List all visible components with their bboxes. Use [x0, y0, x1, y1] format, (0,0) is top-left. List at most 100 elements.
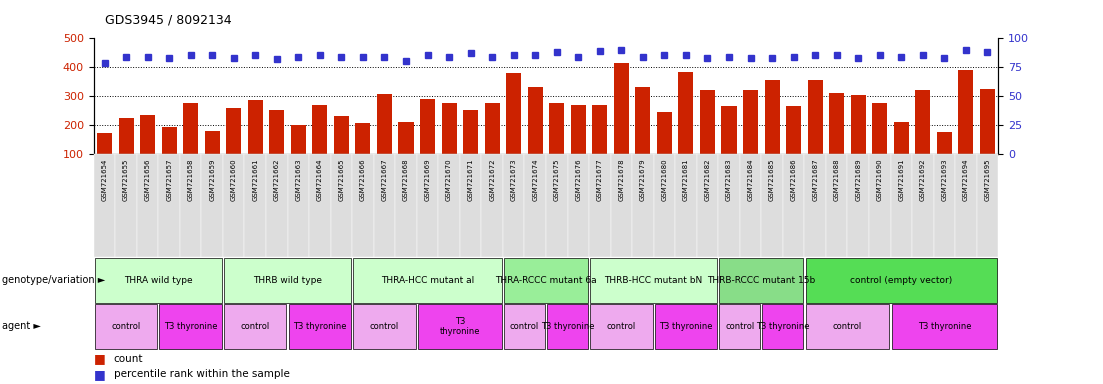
Bar — [291, 125, 306, 182]
Bar — [850, 94, 866, 182]
Text: GSM721684: GSM721684 — [748, 159, 753, 201]
FancyBboxPatch shape — [309, 154, 331, 257]
Bar — [527, 88, 543, 182]
FancyBboxPatch shape — [632, 154, 654, 257]
Text: GSM721656: GSM721656 — [144, 159, 151, 201]
FancyBboxPatch shape — [94, 154, 116, 257]
Bar — [97, 134, 113, 182]
Text: GDS3945 / 8092134: GDS3945 / 8092134 — [105, 14, 232, 27]
Bar — [700, 90, 715, 182]
Bar — [570, 105, 586, 182]
Text: GSM721660: GSM721660 — [231, 159, 237, 202]
Text: control: control — [833, 322, 863, 331]
Bar — [721, 106, 737, 182]
Text: T3 thyronine: T3 thyronine — [757, 322, 810, 331]
Text: GSM721670: GSM721670 — [446, 159, 452, 202]
Bar — [613, 63, 629, 182]
Text: GSM721678: GSM721678 — [619, 159, 624, 202]
Text: GSM721688: GSM721688 — [834, 159, 839, 202]
Text: THRB wild type: THRB wild type — [253, 276, 322, 285]
Text: genotype/variation ►: genotype/variation ► — [2, 275, 106, 285]
Text: GSM721675: GSM721675 — [554, 159, 559, 201]
Text: GSM721671: GSM721671 — [468, 159, 473, 202]
Bar — [764, 80, 780, 182]
FancyBboxPatch shape — [869, 154, 890, 257]
Text: T3 thyronine: T3 thyronine — [293, 322, 346, 331]
Text: THRA-RCCC mutant 6a: THRA-RCCC mutant 6a — [495, 276, 597, 285]
FancyBboxPatch shape — [783, 154, 804, 257]
Text: GSM721657: GSM721657 — [167, 159, 172, 201]
Text: GSM721685: GSM721685 — [769, 159, 775, 201]
Text: THRB-RCCC mutant 15b: THRB-RCCC mutant 15b — [707, 276, 815, 285]
Bar — [829, 93, 844, 182]
Bar — [161, 127, 176, 182]
FancyBboxPatch shape — [589, 154, 611, 257]
Text: GSM721658: GSM721658 — [188, 159, 194, 201]
Text: percentile rank within the sample: percentile rank within the sample — [114, 369, 289, 379]
Text: GSM721655: GSM721655 — [124, 159, 129, 201]
Text: T3 thyronine: T3 thyronine — [540, 322, 595, 331]
Text: T3 thyronine: T3 thyronine — [660, 322, 713, 331]
Text: GSM721681: GSM721681 — [683, 159, 689, 202]
Text: GSM721683: GSM721683 — [726, 159, 732, 202]
FancyBboxPatch shape — [266, 154, 288, 257]
FancyBboxPatch shape — [568, 154, 589, 257]
FancyBboxPatch shape — [417, 154, 438, 257]
FancyBboxPatch shape — [331, 154, 352, 257]
FancyBboxPatch shape — [697, 154, 718, 257]
Bar — [355, 123, 371, 182]
Bar — [959, 70, 974, 182]
FancyBboxPatch shape — [245, 154, 266, 257]
Bar — [872, 103, 887, 182]
Text: control: control — [607, 322, 636, 331]
Text: GSM721676: GSM721676 — [576, 159, 581, 202]
Bar — [312, 105, 328, 182]
Text: GSM721686: GSM721686 — [791, 159, 796, 202]
Text: GSM721673: GSM721673 — [511, 159, 516, 202]
FancyBboxPatch shape — [933, 154, 955, 257]
Bar — [118, 118, 133, 182]
FancyBboxPatch shape — [460, 154, 481, 257]
Bar — [506, 73, 522, 182]
Text: GSM721691: GSM721691 — [898, 159, 904, 202]
Text: GSM721654: GSM721654 — [101, 159, 107, 201]
FancyBboxPatch shape — [159, 154, 180, 257]
Bar — [657, 113, 672, 182]
FancyBboxPatch shape — [976, 154, 998, 257]
Bar — [205, 131, 219, 182]
Bar — [936, 132, 952, 182]
Text: agent ►: agent ► — [2, 321, 41, 331]
Text: T3 thyronine: T3 thyronine — [164, 322, 217, 331]
Bar — [979, 89, 995, 182]
FancyBboxPatch shape — [137, 154, 159, 257]
Text: GSM721664: GSM721664 — [317, 159, 323, 201]
Text: T3
thyronine: T3 thyronine — [440, 317, 480, 336]
Bar — [893, 122, 909, 182]
Text: control: control — [370, 322, 399, 331]
Text: GSM721692: GSM721692 — [920, 159, 925, 201]
Text: GSM721687: GSM721687 — [812, 159, 818, 202]
Text: GSM721674: GSM721674 — [533, 159, 538, 201]
Bar — [635, 88, 651, 182]
FancyBboxPatch shape — [675, 154, 697, 257]
Bar — [377, 94, 392, 182]
FancyBboxPatch shape — [718, 154, 740, 257]
FancyBboxPatch shape — [202, 154, 223, 257]
FancyBboxPatch shape — [352, 154, 374, 257]
FancyBboxPatch shape — [761, 154, 783, 257]
Bar — [592, 105, 608, 182]
Text: ■: ■ — [94, 368, 106, 381]
FancyBboxPatch shape — [374, 154, 395, 257]
Text: GSM721689: GSM721689 — [855, 159, 861, 202]
Bar — [269, 109, 285, 182]
Bar — [398, 122, 414, 182]
FancyBboxPatch shape — [912, 154, 933, 257]
Text: GSM721695: GSM721695 — [985, 159, 990, 201]
Bar — [915, 90, 930, 182]
Text: GSM721694: GSM721694 — [963, 159, 968, 201]
Text: control: control — [111, 322, 141, 331]
Text: GSM721661: GSM721661 — [253, 159, 258, 202]
Bar — [678, 71, 694, 182]
Bar — [441, 103, 457, 182]
FancyBboxPatch shape — [826, 154, 847, 257]
